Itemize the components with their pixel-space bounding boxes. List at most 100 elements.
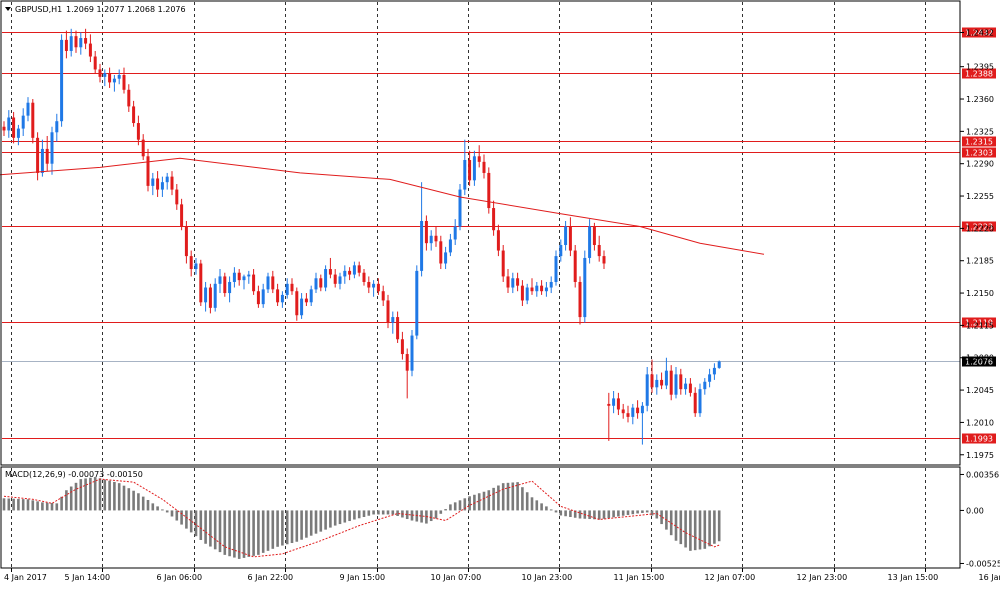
candle-body bbox=[559, 245, 562, 256]
macd-histogram-bar bbox=[132, 491, 135, 511]
macd-histogram-bar bbox=[320, 510, 323, 531]
candle-body bbox=[511, 278, 514, 287]
macd-histogram-bar bbox=[3, 498, 6, 510]
candle-body bbox=[46, 149, 49, 164]
candle-body bbox=[295, 291, 298, 315]
macd-histogram-bar bbox=[684, 510, 687, 547]
candle-body bbox=[118, 75, 121, 79]
candle-body bbox=[492, 208, 495, 230]
symbol-label: GBPUSD,H1 bbox=[15, 5, 62, 14]
macd-histogram-bar bbox=[80, 479, 83, 510]
macd-histogram-bar bbox=[641, 510, 644, 513]
macd-histogram-bar bbox=[382, 510, 385, 514]
candle-body bbox=[617, 398, 620, 409]
candle-body bbox=[94, 57, 97, 70]
macd-histogram-bar bbox=[444, 509, 447, 510]
y-tick-label: 1.2115 bbox=[966, 321, 994, 330]
candle-body bbox=[214, 284, 217, 308]
macd-histogram-bar bbox=[569, 510, 572, 517]
candle-body bbox=[36, 138, 39, 173]
macd-histogram-bar bbox=[348, 510, 351, 521]
y-tick-label: 1.2185 bbox=[966, 257, 994, 266]
macd-histogram-bar bbox=[176, 510, 179, 520]
x-tick-label: 13 Jan 15:00 bbox=[888, 573, 939, 582]
candle-body bbox=[199, 263, 202, 302]
macd-histogram-bar bbox=[545, 506, 548, 510]
macd-histogram-bar bbox=[550, 509, 553, 510]
candle-body bbox=[204, 288, 207, 303]
y-tick-label: 1.2255 bbox=[966, 192, 994, 201]
macd-histogram-bar bbox=[113, 482, 116, 510]
macd-histogram-bar bbox=[128, 488, 131, 510]
x-tick-label: 10 Jan 07:00 bbox=[431, 573, 482, 582]
macd-y-tick-label: -0.00525 bbox=[966, 559, 1000, 568]
candle-body bbox=[550, 282, 553, 288]
y-tick-label: 1.2150 bbox=[966, 289, 994, 298]
macd-histogram-bar bbox=[22, 499, 25, 510]
macd-histogram-bar bbox=[694, 510, 697, 550]
macd-histogram-bar bbox=[137, 493, 140, 510]
macd-histogram-bar bbox=[430, 510, 433, 521]
candle-body bbox=[631, 408, 634, 417]
candle-body bbox=[70, 36, 73, 51]
macd-histogram-bar bbox=[46, 503, 49, 511]
candle-body bbox=[660, 380, 663, 386]
x-tick-label: 6 Jan 06:00 bbox=[157, 573, 203, 582]
candle-body bbox=[401, 339, 404, 354]
x-tick-label: 11 Jan 15:00 bbox=[614, 573, 665, 582]
candle-body bbox=[607, 404, 610, 406]
candle-body bbox=[703, 382, 706, 389]
candle-body bbox=[627, 413, 630, 417]
macd-histogram-bar bbox=[310, 510, 313, 535]
candle-body bbox=[89, 44, 92, 57]
macd-histogram-bar bbox=[536, 500, 539, 510]
macd-histogram-bar bbox=[516, 482, 519, 510]
candle-body bbox=[675, 374, 678, 394]
candle-body bbox=[343, 271, 346, 277]
y-tick-label: 1.2080 bbox=[966, 354, 994, 363]
candle-body bbox=[387, 300, 390, 322]
level-price-label: 1.2315 bbox=[965, 138, 993, 147]
macd-histogram-bar bbox=[526, 492, 529, 510]
macd-label: MACD(12,26,9) -0.00073 -0.00150 bbox=[5, 470, 143, 479]
macd-histogram-bar bbox=[32, 500, 35, 510]
macd-histogram-bar bbox=[497, 486, 500, 511]
candle-body bbox=[718, 361, 721, 367]
macd-histogram-bar bbox=[84, 478, 87, 510]
macd-histogram-bar bbox=[156, 506, 159, 510]
x-tick-label: 12 Jan 07:00 bbox=[705, 573, 756, 582]
candle-body bbox=[507, 276, 510, 287]
candle-body bbox=[147, 156, 150, 186]
candle-body bbox=[252, 275, 255, 292]
macd-histogram-bar bbox=[142, 497, 145, 511]
candle-body bbox=[137, 123, 140, 140]
x-tick-label: 12 Jan 23:00 bbox=[797, 573, 848, 582]
candle-body bbox=[315, 278, 318, 289]
macd-histogram-bar bbox=[276, 510, 279, 546]
x-tick-label: 6 Jan 22:00 bbox=[248, 573, 294, 582]
y-tick-label: 1.2432 bbox=[966, 28, 994, 37]
candle-body bbox=[209, 288, 212, 308]
macd-histogram-bar bbox=[387, 510, 390, 514]
candle-body bbox=[262, 289, 265, 304]
candle-body bbox=[699, 389, 702, 413]
macd-histogram-bar bbox=[262, 510, 265, 552]
candle-body bbox=[435, 236, 438, 242]
candle-body bbox=[713, 368, 716, 374]
macd-histogram-bar bbox=[281, 510, 284, 545]
candle-body bbox=[348, 271, 351, 275]
candle-body bbox=[459, 190, 462, 227]
macd-histogram-bar bbox=[420, 510, 423, 522]
macd-histogram-bar bbox=[670, 510, 673, 535]
candle-body bbox=[411, 336, 414, 371]
candle-body bbox=[319, 278, 322, 287]
candle-body bbox=[339, 276, 342, 283]
candle-body bbox=[127, 90, 130, 107]
candle-body bbox=[75, 36, 78, 47]
macd-histogram-bar bbox=[94, 477, 97, 510]
candle-body bbox=[454, 227, 457, 240]
macd-histogram-bar bbox=[680, 510, 683, 544]
macd-histogram-bar bbox=[334, 510, 337, 525]
